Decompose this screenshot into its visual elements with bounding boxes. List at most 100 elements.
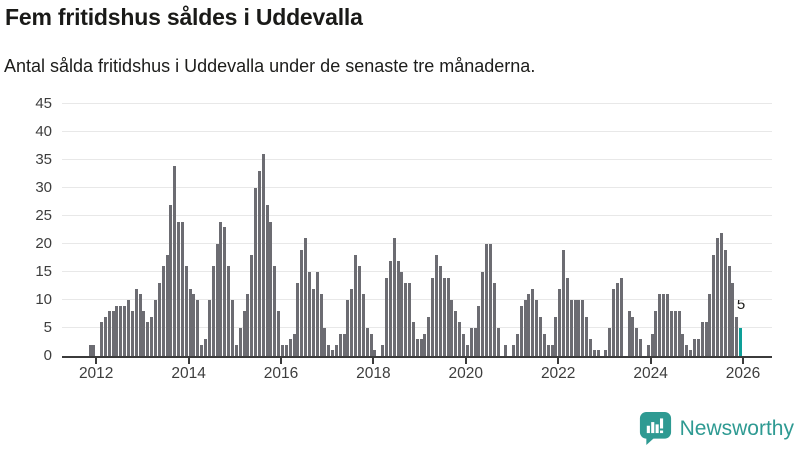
bar [157, 283, 161, 356]
x-axis-label: 2022 [540, 365, 576, 382]
bar [446, 277, 450, 356]
bar [589, 339, 592, 356]
bar [265, 204, 269, 356]
bar [431, 277, 435, 356]
page-title: Fem fritidshus såldes i Uddevalla [5, 4, 363, 30]
bar [257, 171, 261, 356]
bar [188, 288, 192, 356]
bar [103, 316, 107, 356]
bar [211, 266, 215, 356]
bar [450, 300, 454, 356]
bar [481, 272, 485, 356]
bar [458, 322, 462, 356]
bar [504, 344, 508, 356]
bar [296, 283, 300, 356]
bar [388, 260, 392, 356]
bar [319, 294, 323, 356]
bar [592, 350, 596, 356]
newsworthy-logo-icon [639, 411, 672, 446]
bar [488, 244, 492, 356]
bar [346, 300, 350, 356]
bar [338, 333, 342, 356]
bar [666, 294, 669, 356]
x-axis-label: 2018 [356, 365, 391, 382]
gridline [62, 159, 772, 160]
bar [411, 322, 415, 356]
bar [562, 249, 566, 356]
x-axis-label: 2016 [263, 365, 299, 382]
axis-tick [742, 358, 744, 364]
bar [215, 244, 219, 356]
bar [88, 344, 92, 356]
bar [146, 322, 150, 356]
axis-tick [557, 358, 560, 364]
bar [492, 283, 496, 356]
bar [307, 272, 311, 356]
bar [392, 238, 396, 356]
bar [577, 300, 581, 356]
bar [515, 333, 519, 356]
bar [323, 328, 327, 356]
bar [334, 344, 338, 356]
last-value-label: 5 [736, 296, 746, 313]
bar [107, 311, 111, 356]
bar [292, 333, 296, 356]
gridline [62, 187, 772, 188]
x-axis-label: 2026 [725, 365, 761, 382]
bar [200, 344, 204, 356]
bar [207, 300, 211, 356]
y-axis-label: 35 [35, 151, 52, 168]
bar [550, 344, 554, 356]
bar [273, 266, 277, 356]
bar [615, 283, 619, 356]
bar [277, 311, 281, 356]
bar [315, 272, 319, 356]
y-axis-label: 15 [35, 263, 52, 280]
bar [223, 227, 227, 356]
x-axis-label: 2014 [171, 365, 206, 382]
bar [261, 154, 265, 356]
bar [369, 333, 373, 356]
chart-subtitle: Antal sålda fritidshus i Uddevalla under… [4, 56, 536, 76]
bar [142, 311, 146, 356]
bar [708, 294, 712, 356]
gridline [62, 103, 772, 104]
bar [719, 232, 723, 356]
newsworthy-logo: Newsworthy [639, 411, 794, 446]
bar [408, 283, 412, 356]
bar [100, 322, 104, 356]
x-axis-label: 2020 [448, 365, 484, 382]
bar [350, 288, 354, 356]
bar [673, 311, 677, 356]
bar [512, 344, 515, 356]
bar [269, 221, 273, 356]
bar [400, 272, 404, 356]
bar [177, 221, 181, 356]
y-axis-label: 10 [35, 291, 52, 308]
bar [423, 333, 427, 356]
bar [689, 350, 693, 356]
y-axis-label: 20 [35, 235, 52, 252]
bar [585, 316, 589, 356]
bar [404, 283, 408, 356]
bar [180, 221, 184, 356]
bar [658, 294, 662, 356]
bar [111, 311, 115, 356]
newsworthy-logo-text: Newsworthy [679, 416, 794, 440]
bar [92, 344, 96, 356]
bar [461, 333, 465, 356]
bar [138, 294, 142, 356]
gridline [62, 243, 772, 244]
bar [119, 305, 123, 356]
bar [646, 344, 650, 356]
bar [477, 305, 481, 356]
bar [365, 328, 369, 356]
bar [227, 266, 231, 356]
gridline [62, 299, 772, 300]
bar [527, 294, 531, 356]
bar [727, 266, 731, 356]
y-axis-label: 25 [35, 207, 52, 224]
bar [565, 277, 569, 356]
axis-tick [372, 358, 375, 364]
axis-tick [464, 358, 467, 364]
